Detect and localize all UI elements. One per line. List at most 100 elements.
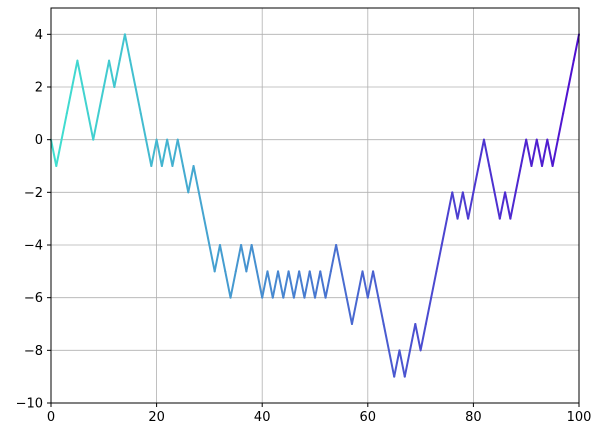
line-segment	[139, 112, 148, 141]
line-segment	[361, 270, 369, 299]
line-segment	[472, 165, 480, 194]
line-segment	[171, 138, 179, 167]
line-segment	[414, 323, 422, 352]
line-segment	[393, 349, 401, 378]
line-segment	[409, 323, 417, 352]
line-segment	[229, 270, 237, 299]
line-segment	[556, 112, 565, 141]
line-segment	[387, 349, 396, 378]
line-segment	[118, 33, 126, 62]
line-segment	[562, 86, 570, 115]
line-segment	[271, 270, 280, 299]
line-segment	[519, 138, 528, 167]
line-segment	[308, 270, 316, 299]
line-segment	[234, 244, 243, 273]
line-segment	[81, 86, 89, 115]
line-segment	[76, 59, 84, 88]
line-segment	[477, 138, 485, 167]
line-segment	[546, 138, 554, 167]
line-segment	[60, 112, 68, 141]
line-segment	[86, 112, 95, 141]
line-segment	[498, 191, 507, 220]
line-segment	[176, 138, 184, 167]
line-segment	[287, 270, 295, 299]
line-segment	[250, 244, 258, 273]
line-segment	[345, 296, 353, 325]
line-segment	[419, 323, 427, 352]
line-segment	[430, 270, 438, 299]
y-tick-label: 2	[35, 81, 43, 96]
line-segment	[192, 165, 200, 194]
line-segment	[435, 244, 443, 273]
line-segment	[261, 270, 269, 299]
line-segment	[461, 191, 470, 220]
line-segment	[377, 296, 385, 325]
line-segment	[403, 349, 412, 378]
x-tick-label: 40	[254, 410, 271, 425]
line-segment	[55, 138, 63, 167]
y-tick-label: −4	[24, 239, 43, 254]
x-tick-label: 60	[360, 410, 377, 425]
line-segment	[102, 59, 111, 88]
line-segment	[197, 191, 206, 220]
line-segment	[504, 191, 512, 220]
line-segment	[240, 244, 248, 273]
line-segment	[329, 244, 338, 273]
x-tick-label: 100	[567, 410, 592, 425]
line-segment	[71, 59, 79, 88]
line-segment	[218, 244, 227, 273]
line-segment	[440, 217, 448, 246]
line-segment	[525, 138, 533, 167]
line-segment	[92, 112, 100, 141]
plot-frame	[50, 7, 580, 404]
line-segment	[456, 191, 464, 220]
line-segment	[314, 270, 322, 299]
line-segment	[467, 191, 475, 220]
line-segment	[535, 138, 544, 167]
line-segment	[350, 296, 359, 325]
y-axis: −10 −8 −6 −4 −2 0 2 4	[16, 28, 51, 412]
grid-lines	[50, 8, 580, 404]
line-segment	[303, 270, 311, 299]
line-segment	[129, 59, 137, 88]
line-segment	[335, 244, 343, 273]
line-segment	[451, 191, 459, 220]
line-segment	[372, 270, 380, 299]
line-segment	[567, 59, 575, 88]
line-segment	[213, 244, 221, 273]
x-tick-label: 20	[148, 410, 165, 425]
line-segment	[134, 86, 142, 115]
line-segment	[166, 138, 174, 167]
line-segment	[356, 270, 364, 299]
line-segment	[277, 270, 285, 299]
line-segment	[224, 270, 232, 299]
data-series	[50, 33, 580, 378]
line-segment	[488, 165, 496, 194]
line-segment	[255, 270, 264, 299]
line-segment	[509, 191, 517, 220]
line-segment	[292, 270, 301, 299]
line-segment	[424, 296, 433, 325]
x-tick-label: 80	[465, 410, 482, 425]
line-segment	[182, 165, 190, 194]
x-tick-label: 0	[47, 410, 55, 425]
line-segment	[551, 138, 559, 167]
line-segment	[155, 138, 163, 167]
x-axis: 0 20 40 60 80 100	[47, 403, 592, 425]
y-tick-label: −10	[16, 397, 43, 412]
line-segment	[208, 244, 216, 273]
line-segment	[123, 33, 132, 62]
line-segment	[446, 191, 454, 220]
line-segment	[398, 349, 406, 378]
line-segment	[187, 165, 195, 194]
line-segment	[108, 59, 116, 88]
y-tick-label: −8	[24, 344, 43, 359]
line-segment	[493, 191, 501, 220]
line-segment	[113, 59, 121, 88]
line-segment	[245, 244, 253, 273]
line-segment	[298, 270, 306, 299]
y-tick-label: 0	[35, 133, 43, 148]
y-tick-label: −2	[24, 186, 43, 201]
line-segment	[50, 138, 58, 167]
